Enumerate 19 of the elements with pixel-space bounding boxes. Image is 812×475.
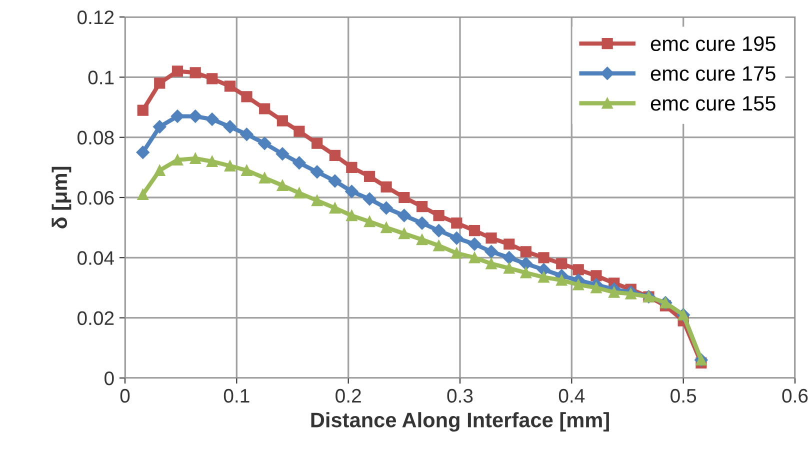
y-tick-label: 0.06 [78,190,114,205]
legend-label: emc cure 195 [650,36,776,52]
legend-label: emc cure 175 [650,66,776,81]
y-tick-label: 0 [104,371,114,386]
x-tick-label: 0.4 [558,388,585,403]
y-tick-label: 0.02 [78,311,114,326]
x-axis-title: Distance Along Interface [mm] [311,412,609,432]
x-tick-label: 0.5 [670,388,696,403]
x-tick-label: 0.6 [782,388,808,403]
x-tick-label: 0.2 [336,388,361,403]
legend-label: emc cure 155 [650,96,776,111]
y-tick-label: 0.04 [78,251,114,265]
y-axis-title: δ [μm] [52,166,72,228]
x-tick-label: 0.1 [224,388,250,403]
y-tick-label: 0.08 [78,130,114,145]
x-tick-label: 0 [120,388,130,403]
y-tick-label: 0.12 [78,10,114,24]
y-tick-label: 0.1 [88,70,114,84]
x-tick-label: 0.3 [447,388,473,403]
